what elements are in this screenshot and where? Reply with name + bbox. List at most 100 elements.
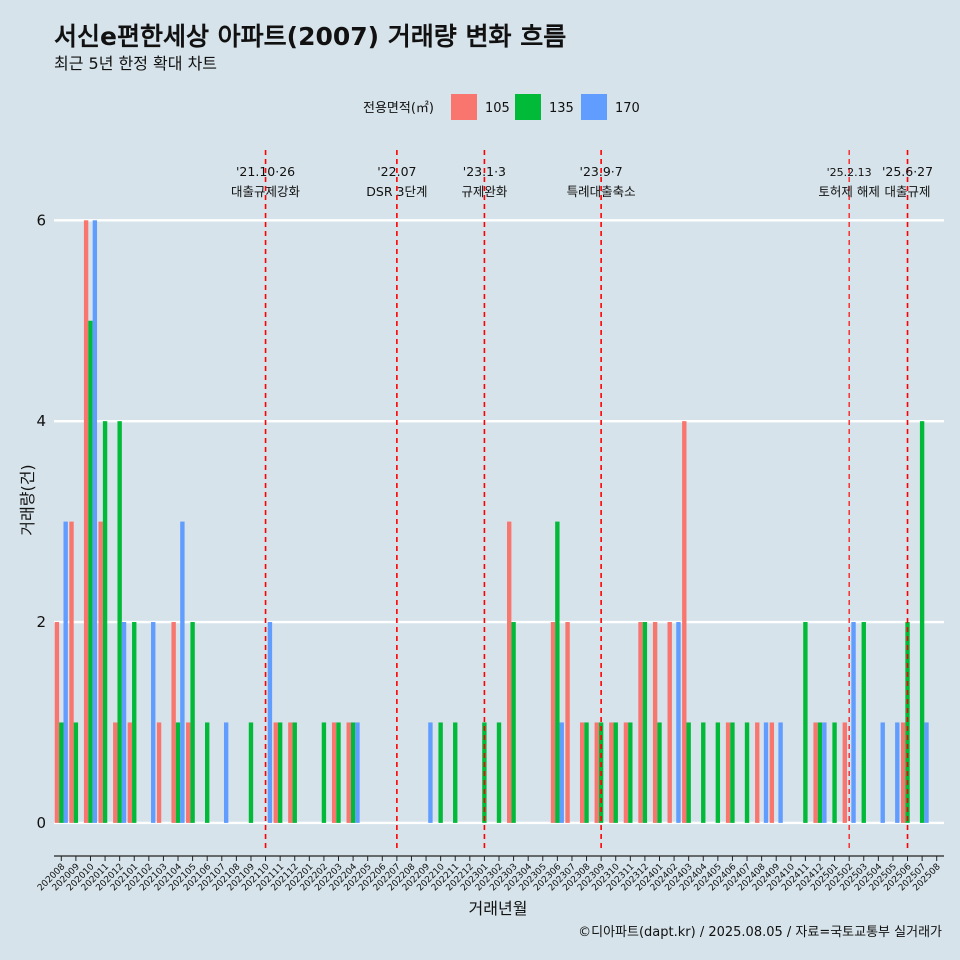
bar	[676, 622, 681, 823]
bar	[559, 722, 564, 823]
bar	[273, 722, 278, 823]
bar	[715, 722, 721, 823]
bar	[205, 722, 210, 823]
bar	[292, 722, 297, 823]
caption: ©디아파트(dapt.kr) / 2025.08.05 / 자료=국토교통부 실…	[578, 925, 942, 940]
bar	[507, 521, 512, 823]
bar	[895, 722, 900, 823]
x-axis: 2020082020092020102020112020122021012021…	[36, 855, 944, 893]
annotation-date: '25.2.13	[827, 166, 872, 179]
bar	[763, 722, 769, 823]
bar	[69, 521, 74, 823]
annotation-date: '23.1·3	[463, 164, 506, 179]
bar	[919, 421, 925, 823]
bar	[453, 722, 458, 823]
legend-swatch	[515, 94, 541, 120]
legend-title: 전용면적(㎡)	[363, 101, 434, 116]
bar	[667, 622, 672, 823]
y-axis: 0 2 4 6	[36, 211, 46, 832]
bar	[900, 722, 906, 823]
bar	[59, 722, 64, 823]
bar	[803, 622, 808, 823]
annotation-label: 토허제 해제	[818, 184, 879, 199]
bar	[769, 722, 775, 823]
bar	[832, 722, 837, 823]
bar	[331, 722, 337, 823]
bar	[63, 521, 68, 823]
bar	[778, 722, 783, 823]
y-tick-label: 0	[36, 814, 46, 832]
bar	[288, 722, 293, 823]
bar	[223, 722, 229, 823]
annotation-label: 규제완화	[461, 184, 508, 199]
bar	[190, 622, 195, 823]
bar	[92, 220, 98, 823]
bar	[652, 622, 658, 823]
bar	[813, 722, 818, 823]
legend-label: 105	[485, 101, 510, 116]
legend-label: 170	[615, 101, 640, 116]
bar	[277, 722, 283, 823]
legend-label: 135	[549, 101, 574, 116]
legend-swatch	[451, 94, 477, 120]
bar	[686, 722, 691, 823]
legend-swatch	[581, 94, 607, 120]
bar	[113, 722, 118, 823]
bar	[550, 622, 556, 823]
chart-subtitle: 최근 5년 한정 확대 차트	[54, 54, 217, 73]
annotation-label: DSR 3단계	[366, 184, 427, 199]
bar	[730, 722, 735, 823]
bar	[861, 622, 866, 823]
bar	[628, 722, 633, 823]
bar	[132, 622, 137, 823]
bar	[594, 722, 599, 823]
bar	[117, 421, 122, 823]
annotation-label: 대출규제	[885, 184, 931, 199]
bar	[584, 722, 589, 823]
bar	[755, 722, 760, 823]
bar	[171, 622, 176, 823]
bar	[350, 722, 356, 823]
bar	[565, 622, 570, 823]
y-tick-label: 4	[36, 412, 46, 430]
bar	[428, 722, 433, 823]
chart-title: 서신e편한세상 아파트(2007) 거래량 변화 흐름	[54, 22, 566, 51]
bar	[248, 722, 254, 823]
bar	[346, 722, 351, 823]
bar	[156, 722, 162, 823]
y-tick-label: 2	[36, 613, 46, 631]
annotation-date: '21.10·26	[236, 164, 295, 179]
bar	[73, 722, 79, 823]
annotation-label: 대출규제강화	[231, 184, 301, 199]
bar	[121, 622, 127, 823]
y-tick-label: 6	[36, 211, 46, 229]
bar	[682, 421, 687, 823]
bar	[355, 722, 360, 823]
annotation-date: '22.07	[377, 164, 416, 179]
bar	[613, 722, 618, 823]
bar	[642, 622, 648, 823]
bar	[842, 722, 847, 823]
bar	[511, 622, 516, 823]
bar	[555, 521, 560, 823]
bar	[83, 220, 89, 823]
bar	[102, 421, 108, 823]
bar	[496, 722, 502, 823]
bar	[321, 722, 327, 823]
bar	[54, 622, 60, 823]
bar	[151, 622, 156, 823]
bar	[657, 722, 662, 823]
bar	[744, 722, 750, 823]
annotation-label: 특례대출축소	[567, 184, 636, 199]
x-axis-label: 거래년월	[469, 899, 528, 918]
bar	[817, 722, 823, 823]
bar	[638, 622, 643, 823]
bar	[609, 722, 614, 823]
bar	[579, 722, 585, 823]
annotation-date: '25.6·27	[882, 164, 933, 179]
bar	[725, 722, 731, 823]
legend: 전용면적(㎡) 105 135 170	[363, 94, 640, 120]
bar	[127, 722, 133, 823]
bars	[54, 220, 929, 823]
y-axis-label: 거래량(건)	[18, 464, 37, 535]
